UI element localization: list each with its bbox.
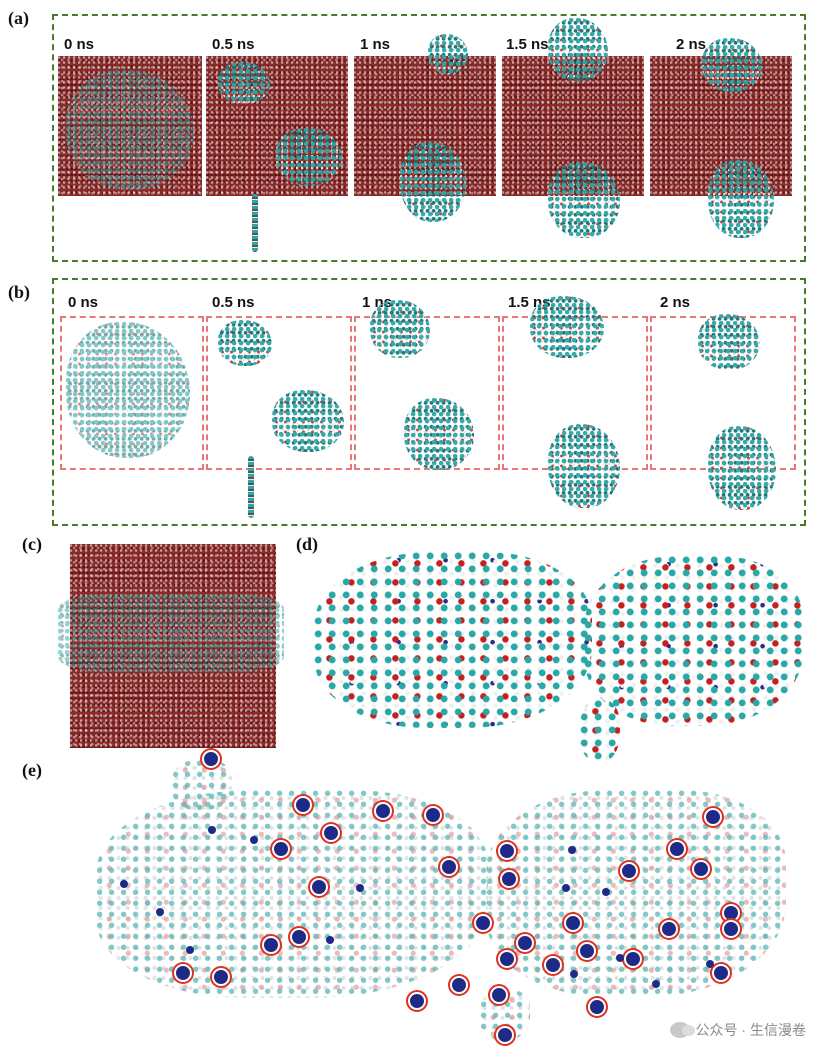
nitrogen-atom-13 [706, 960, 714, 968]
highlighted-nitrogen-12 [212, 968, 230, 986]
molecule-structure-e-top [172, 760, 232, 810]
highlighted-nitrogen-22 [564, 914, 582, 932]
wechat-icon [669, 1022, 695, 1038]
dispersed-molecules-b-0ns [66, 322, 190, 458]
time-label-b-1: 0.5 ns [212, 294, 255, 311]
aggregate-a-1ns-top [428, 34, 468, 74]
highlighted-nitrogen-6 [272, 840, 290, 858]
highlighted-nitrogen-2 [294, 796, 312, 814]
aggregate-a-15ns-bottom [548, 162, 620, 238]
highlighted-nitrogen-7 [440, 858, 458, 876]
highlighted-nitrogen-32 [722, 920, 740, 938]
aggregate-a-15ns-top [548, 18, 608, 82]
highlighted-nitrogen-5 [322, 824, 340, 842]
time-label-a-3: 1.5 ns [506, 36, 549, 53]
highlighted-nitrogen-24 [544, 956, 562, 974]
highlighted-nitrogen-14 [408, 992, 426, 1010]
time-label-a-2: 1 ns [360, 36, 391, 53]
highlighted-nitrogen-18 [500, 870, 518, 888]
nitrogen-atom-7 [356, 884, 364, 892]
nitrogen-atom-1 [208, 826, 216, 834]
highlighted-nitrogen-27 [668, 840, 686, 858]
highlighted-nitrogen-15 [490, 986, 508, 1004]
molecule-structure-d-tail [580, 700, 620, 762]
time-label-a-0: 0 ns [64, 36, 95, 53]
highlighted-nitrogen-33 [712, 964, 730, 982]
highlighted-nitrogen-16 [496, 1026, 514, 1044]
aggregate-b-05ns-bottom [272, 390, 344, 452]
aggregate-a-2ns-bottom [708, 160, 774, 238]
time-label-b-0: 0 ns [68, 294, 99, 311]
panel-label-b: (b) [8, 282, 30, 302]
panel-label-a: (a) [8, 8, 29, 28]
highlighted-nitrogen-11 [174, 964, 192, 982]
highlighted-nitrogen-1 [202, 750, 220, 768]
molecule-layer-c [58, 594, 284, 672]
nitrogen-atom-6 [326, 936, 334, 944]
highlighted-nitrogen-17 [498, 842, 516, 860]
panel-b-frame [52, 278, 806, 526]
molecule-structure-d-left [314, 552, 592, 728]
nitrogen-atom-12 [652, 980, 660, 988]
highlighted-nitrogen-10 [262, 936, 280, 954]
highlighted-nitrogen-23 [578, 942, 596, 960]
aggregate-b-2ns-top [698, 314, 760, 370]
aggregate-b-15ns-bottom [548, 424, 620, 508]
highlighted-nitrogen-21 [498, 950, 516, 968]
highlighted-nitrogen-9 [290, 928, 308, 946]
time-label-a-1: 0.5 ns [212, 36, 255, 53]
box-b-0ns [60, 316, 204, 470]
time-label-a-4: 2 ns [676, 36, 707, 53]
highlighted-nitrogen-26 [620, 862, 638, 880]
nitrogen-atom-8 [568, 846, 576, 854]
highlighted-nitrogen-13 [450, 976, 468, 994]
panel-label-c: (c) [22, 534, 42, 554]
panel-label-e: (e) [22, 760, 42, 780]
aggregate-b-1ns-bottom [404, 398, 474, 470]
highlighted-nitrogen-25 [588, 998, 606, 1016]
nitrogen-atom-10 [602, 888, 610, 896]
panel-a-frame [52, 14, 806, 262]
highlighted-nitrogen-20 [516, 934, 534, 952]
nitrogen-atom-9 [562, 884, 570, 892]
highlighted-nitrogen-30 [660, 920, 678, 938]
nitrogen-atom-2 [250, 836, 258, 844]
dispersed-molecules-a-0ns [66, 70, 194, 190]
highlighted-nitrogen-8 [310, 878, 328, 896]
highlighted-nitrogen-28 [692, 860, 710, 878]
aggregate-b-05ns-top [218, 320, 272, 366]
aggregate-b-1ns-top [370, 300, 430, 358]
nitrogen-atom-14 [616, 954, 624, 962]
highlighted-nitrogen-4 [424, 806, 442, 824]
aggregate-b-15ns-top [530, 296, 604, 358]
aggregate-a-05ns-bottom [276, 128, 342, 186]
nitrogen-atom-5 [186, 946, 194, 954]
highlighted-nitrogen-3 [374, 802, 392, 820]
aggregate-a-1ns-bottom [400, 142, 466, 222]
chain-a-05ns [252, 194, 258, 252]
molecule-structure-e-left [96, 790, 488, 998]
highlighted-nitrogen-29 [704, 808, 722, 826]
time-label-b-4: 2 ns [660, 294, 691, 311]
watermark: 公众号 · 生信漫卷 [669, 1020, 806, 1040]
highlighted-nitrogen-34 [624, 950, 642, 968]
aggregate-b-2ns-bottom [708, 426, 776, 510]
aggregate-a-05ns-top [218, 62, 270, 104]
nitrogen-atom-3 [120, 880, 128, 888]
panel-label-d: (d) [296, 534, 318, 554]
watermark-text: 公众号 · 生信漫卷 [695, 1022, 806, 1038]
chain-b-05ns [248, 456, 254, 518]
nitrogen-atom-11 [570, 970, 578, 978]
molecule-structure-d-right [584, 556, 804, 726]
nitrogen-atom-4 [156, 908, 164, 916]
aggregate-a-2ns-top [702, 38, 762, 92]
box-b-05ns [206, 316, 352, 470]
highlighted-nitrogen-19 [474, 914, 492, 932]
